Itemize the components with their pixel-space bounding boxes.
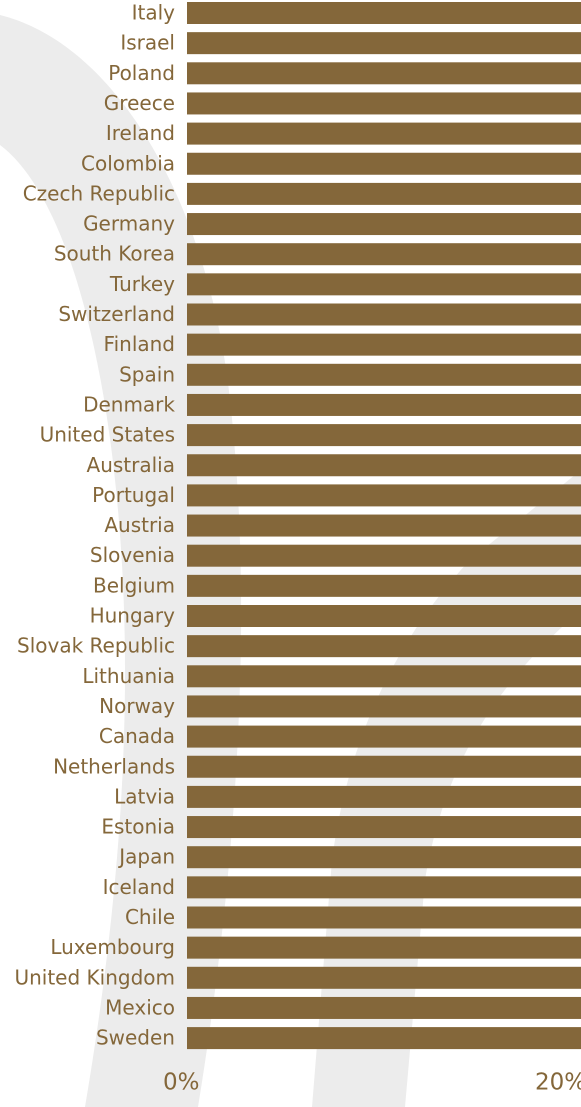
- category-label: Ireland: [106, 121, 175, 145]
- bar-slovak-republic: [187, 635, 581, 658]
- bar-luxembourg: [187, 936, 581, 959]
- category-label: Turkey: [109, 272, 175, 296]
- bar-mexico: [187, 996, 581, 1019]
- category-label: Finland: [104, 332, 175, 356]
- category-label: Belgium: [93, 573, 175, 597]
- bar-hungary: [187, 605, 581, 627]
- bar-iceland: [187, 876, 581, 899]
- bar-united-kingdom: [187, 966, 581, 989]
- category-label: Austria: [104, 513, 175, 537]
- bar-israel: [187, 32, 581, 55]
- bar-colombia: [187, 152, 581, 175]
- category-label: Czech Republic: [23, 181, 175, 205]
- category-label: Colombia: [81, 151, 175, 175]
- category-label: Canada: [99, 724, 175, 748]
- category-label: Japan: [117, 845, 175, 869]
- category-label: Spain: [119, 362, 175, 386]
- bar-italy: [187, 2, 581, 24]
- category-label: Latvia: [114, 784, 175, 808]
- bar-germany: [187, 213, 581, 236]
- bar-switzerland: [187, 303, 581, 326]
- category-label: Lithuania: [82, 664, 175, 688]
- bar-latvia: [187, 785, 581, 808]
- x-tick-label: 0%: [163, 1070, 200, 1096]
- category-label: Slovenia: [90, 543, 175, 567]
- bar-canada: [187, 725, 581, 748]
- bar-united-states: [187, 424, 581, 447]
- bar-ireland: [187, 122, 581, 145]
- bar-norway: [187, 695, 581, 718]
- bar-poland: [187, 62, 581, 85]
- category-label: Germany: [83, 212, 175, 236]
- bar-south-korea: [187, 243, 581, 266]
- bar-denmark: [187, 393, 581, 416]
- bar-finland: [187, 333, 581, 356]
- bar-estonia: [187, 816, 581, 839]
- category-label: Denmark: [83, 392, 175, 416]
- category-label: South Korea: [54, 242, 175, 266]
- category-label: Greece: [104, 91, 175, 115]
- bar-japan: [187, 846, 581, 869]
- category-label: Poland: [108, 61, 175, 85]
- category-label: United Kingdom: [14, 965, 175, 989]
- bar-chile: [187, 906, 581, 929]
- category-label: Norway: [99, 694, 175, 718]
- bar-spain: [187, 363, 581, 386]
- bar-lithuania: [187, 665, 581, 688]
- x-tick-label: 20%: [535, 1070, 581, 1096]
- bar-turkey: [187, 273, 581, 296]
- category-label: United States: [40, 423, 175, 447]
- category-label: Portugal: [92, 483, 175, 507]
- category-label: Israel: [120, 31, 175, 55]
- category-label: Italy: [132, 1, 176, 25]
- bar-belgium: [187, 574, 581, 597]
- bar-portugal: [187, 484, 581, 507]
- bar-netherlands: [187, 755, 581, 778]
- bar-austria: [187, 514, 581, 537]
- watermark-swoosh-left: [0, 15, 242, 1107]
- category-label: Iceland: [103, 875, 175, 899]
- bar-czech-republic: [187, 182, 581, 205]
- bar-australia: [187, 454, 581, 477]
- category-label: Mexico: [105, 995, 175, 1019]
- category-label: Netherlands: [53, 754, 175, 778]
- bar-slovenia: [187, 544, 581, 567]
- category-label: Estonia: [101, 815, 175, 839]
- category-label: Australia: [87, 453, 175, 477]
- category-label: Luxembourg: [50, 935, 175, 959]
- bar-greece: [187, 92, 581, 115]
- category-label: Chile: [125, 905, 175, 929]
- category-label: Hungary: [90, 604, 176, 628]
- category-label: Slovak Republic: [17, 634, 175, 658]
- bar-sweden: [187, 1027, 581, 1050]
- category-label: Switzerland: [58, 302, 175, 326]
- category-label: Sweden: [96, 1026, 175, 1050]
